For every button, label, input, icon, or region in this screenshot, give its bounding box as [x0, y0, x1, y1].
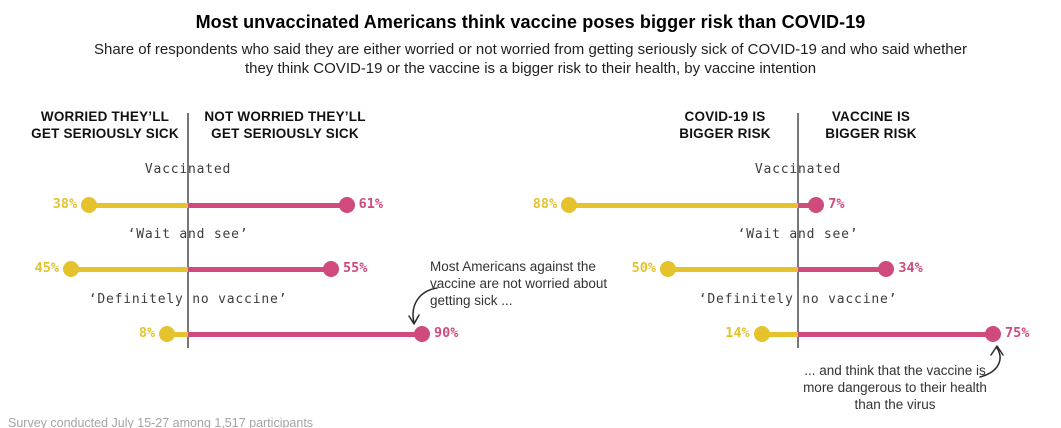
panel-header-right-risk: VACCINE IS BIGGER RISK [756, 108, 986, 142]
value-label-right: 75% [1005, 325, 1030, 341]
lollipop-dot-right [985, 326, 1001, 342]
value-label-right: 34% [898, 260, 923, 276]
lollipop-dot-left [660, 261, 676, 277]
value-label-right: 61% [358, 196, 383, 212]
category-label-risk: ‘Wait and see’ [737, 227, 859, 242]
panel-header-line: GET SERIOUSLY SICK [31, 126, 179, 141]
category-label-risk: Vaccinated [754, 162, 842, 177]
subtitle-line-1: Share of respondents who said they are e… [94, 41, 967, 58]
lollipop-dot-right [878, 261, 895, 277]
lollipop-dot-left [81, 197, 98, 213]
chart-title: Most unvaccinated Americans think vaccin… [195, 12, 866, 32]
lollipop-line-left [761, 331, 798, 337]
annotation-vaccine-dangerous: ... and think that the vaccine is more d… [803, 363, 987, 412]
lollipop-dot-right [414, 326, 430, 342]
lollipop-dot-left [753, 326, 770, 342]
subtitle-line-2: they think COVID-19 or the vaccine is a … [244, 60, 817, 77]
panel-header-line: COVID-19 IS [684, 109, 766, 124]
category-label-worry: ‘Definitely no vaccine’ [88, 292, 288, 307]
chart-subtitle: Share of respondents who said they are e… [0, 40, 1061, 78]
lollipop-line-right [188, 266, 331, 272]
value-label-left: 88% [532, 196, 558, 212]
lollipop-line-left [668, 266, 798, 272]
lollipop-dot-right [808, 197, 825, 213]
category-label-worry: ‘Wait and see’ [127, 227, 249, 242]
lollipop-line-right [188, 331, 422, 337]
panel-header-line: WORRIED THEY’LL [40, 109, 170, 124]
panel-divider-risk [797, 113, 799, 348]
panel-divider-worry [187, 113, 189, 348]
category-label-risk: ‘Definitely no vaccine’ [698, 292, 898, 307]
lollipop-line-left [167, 331, 188, 337]
lollipop-line-left [89, 202, 188, 208]
value-label-left: 8% [138, 325, 156, 341]
value-label-left: 45% [34, 260, 59, 276]
lollipop-line-right [798, 266, 887, 272]
value-label-left: 14% [725, 325, 750, 341]
lollipop-dot-right [338, 197, 355, 213]
lollipop-dot-left [159, 326, 176, 342]
category-label-worry: Vaccinated [144, 162, 232, 177]
annotation-not-worried: Most Americans against the vaccine are n… [430, 259, 608, 308]
panel-header-left-worry: WORRIED THEY’LL GET SERIOUSLY SICK [0, 108, 220, 142]
value-label-left: 50% [631, 260, 656, 276]
panel-header-left-risk: COVID-19 IS BIGGER RISK [610, 108, 840, 142]
panel-header-line: BIGGER RISK [825, 126, 917, 141]
value-label-right: 55% [343, 260, 368, 276]
lollipop-line-right [188, 202, 347, 208]
lollipop-dot-left [561, 197, 578, 213]
lollipop-line-left [71, 266, 188, 272]
value-label-left: 38% [52, 196, 78, 212]
panel-header-line: GET SERIOUSLY SICK [211, 126, 359, 141]
panel-header-right-worry: NOT WORRIED THEY’LL GET SERIOUSLY SICK [170, 108, 400, 142]
source-note: Survey conducted July 15-27 among 1,517 … [8, 416, 314, 428]
lollipop-line-right [798, 202, 817, 208]
value-label-right: 90% [434, 325, 459, 341]
value-label-right: 7% [828, 196, 845, 212]
panel-header-line: NOT WORRIED THEY’LL [204, 109, 366, 124]
lollipop-line-left [569, 202, 798, 208]
panel-header-line: BIGGER RISK [679, 126, 771, 141]
lollipop-dot-right [323, 261, 339, 277]
lollipop-dot-left [63, 261, 79, 277]
panel-header-line: VACCINE IS [831, 109, 911, 124]
lollipop-line-right [798, 331, 993, 337]
